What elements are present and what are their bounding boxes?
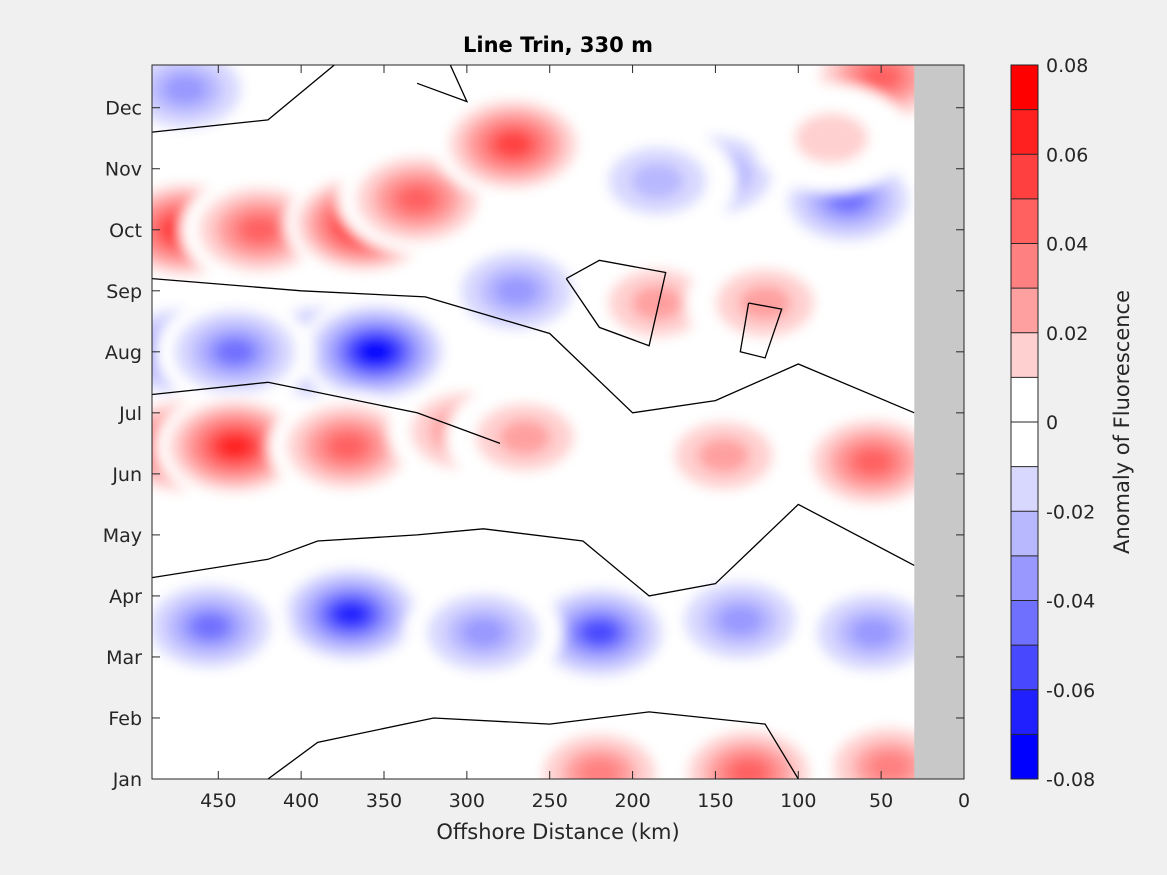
colorbar-swatch bbox=[1011, 198, 1038, 244]
colorbar-tick-label: 0.06 bbox=[1046, 144, 1088, 166]
colorbar-tick-label: -0.04 bbox=[1046, 591, 1095, 613]
colorbar-frame bbox=[1010, 64, 1039, 780]
y-tick-label: Feb bbox=[108, 708, 142, 730]
contour-blob-19-6 bbox=[582, 621, 617, 644]
colorbar-tick-label: -0.08 bbox=[1046, 769, 1095, 791]
zero-contour-3 bbox=[152, 503, 915, 597]
y-tick-label: Nov bbox=[105, 159, 142, 181]
colorbar-tick-label: 0.02 bbox=[1046, 323, 1088, 345]
x-tick-label: 200 bbox=[614, 790, 650, 812]
x-tick-label: 350 bbox=[366, 790, 402, 812]
colorbar-swatch bbox=[1011, 377, 1038, 422]
contour-blob-28-5 bbox=[862, 65, 900, 90]
zero-contour-6 bbox=[416, 65, 469, 103]
contour-blob-11-7 bbox=[218, 436, 251, 457]
zero-contour-1 bbox=[152, 277, 915, 414]
x-tick-label: 100 bbox=[780, 790, 816, 812]
y-tick-label: Jan bbox=[112, 769, 142, 791]
plot-area bbox=[151, 64, 965, 780]
colorbar-swatch bbox=[1011, 154, 1038, 199]
x-tick-label: 450 bbox=[200, 790, 236, 812]
colorbar-tick-label: 0.04 bbox=[1046, 234, 1088, 256]
contour-fill-group bbox=[152, 65, 964, 779]
contour-blob-27-3 bbox=[631, 285, 684, 321]
contour-blob-26-3 bbox=[631, 163, 684, 199]
x-tick-label: 250 bbox=[532, 790, 568, 812]
zero-contour-7 bbox=[739, 302, 783, 359]
y-tick-label: Dec bbox=[105, 98, 142, 120]
contour-blob-15-5 bbox=[854, 449, 892, 475]
zero-contour-4 bbox=[267, 711, 799, 779]
x-tick-label: 150 bbox=[697, 790, 733, 812]
contour-blob-24-5 bbox=[829, 186, 867, 212]
y-axis: Jan Feb Mar Apr May Jun Jul Aug Sep Oct Nov Dec bbox=[103, 98, 964, 791]
chart-title: Line Trin, 330 m bbox=[463, 33, 653, 57]
contour-blob-20-4 bbox=[462, 618, 505, 647]
x-tick-label: 0 bbox=[958, 790, 970, 812]
zero-contour-lines bbox=[152, 65, 915, 779]
x-tick-label: 50 bbox=[869, 790, 893, 812]
x-axis: 450 400 350 300 250 200 150 100 50 0 bbox=[200, 65, 970, 812]
contour-blob-6-8 bbox=[360, 342, 391, 362]
colorbar-tick-label: -0.06 bbox=[1046, 680, 1095, 702]
colorbar-swatch bbox=[1011, 555, 1038, 601]
contour-blob-8-5 bbox=[216, 339, 254, 365]
x-axis-label: Offshore Distance (km) bbox=[436, 820, 679, 844]
colorbar-swatch bbox=[1011, 422, 1038, 467]
colorbar-swatch bbox=[1011, 288, 1038, 333]
contour-blob-17-7 bbox=[334, 603, 367, 625]
zero-contour-0 bbox=[152, 65, 335, 133]
zero-contour-2 bbox=[152, 381, 501, 445]
colorbar: 0.08 0.06 0.04 0.02 0 -0.02 -0.04 -0.06 -0.08 bbox=[1010, 55, 1095, 791]
colorbar-tick-label: 0 bbox=[1046, 412, 1058, 434]
colorbar-tick-label: 0.08 bbox=[1046, 55, 1088, 77]
colorbar-swatch bbox=[1011, 466, 1038, 512]
colorbar-swatch bbox=[1011, 243, 1038, 289]
contour-blob-1-5 bbox=[241, 217, 279, 243]
contour-blob-9-4 bbox=[495, 276, 538, 305]
colorbar-swatch bbox=[1011, 689, 1038, 735]
contour-blob-14-3 bbox=[499, 419, 551, 455]
y-tick-label: Jul bbox=[118, 403, 142, 425]
contour-blob-21-4 bbox=[719, 606, 762, 635]
contour-blob-29-5 bbox=[729, 760, 768, 779]
contour-blob-18-5 bbox=[191, 614, 229, 639]
contour-blob-32-2 bbox=[794, 113, 868, 164]
colorbar-swatch bbox=[1011, 109, 1038, 155]
x-tick-label: 400 bbox=[283, 790, 319, 812]
colorbar-tick-label: -0.02 bbox=[1046, 501, 1095, 523]
y-tick-label: Apr bbox=[109, 586, 142, 608]
contour-blob-23-4 bbox=[163, 75, 207, 104]
contour-fill-layer bbox=[152, 65, 964, 779]
colorbar-swatch bbox=[1011, 734, 1038, 779]
colorbar-swatch bbox=[1011, 65, 1038, 110]
colorbar-swatch bbox=[1011, 600, 1038, 646]
contour-blob-3-5 bbox=[398, 186, 436, 212]
colorbar-swatch bbox=[1011, 332, 1038, 378]
contour-blob-33-3 bbox=[739, 285, 791, 321]
y-tick-label: Sep bbox=[106, 281, 142, 303]
no-data-region bbox=[914, 65, 964, 779]
y-tick-label: Mar bbox=[106, 647, 142, 669]
y-tick-label: May bbox=[103, 525, 142, 547]
zero-contour-5 bbox=[565, 259, 667, 347]
contour-blob-4-6 bbox=[496, 133, 531, 156]
contour-blob-16-3 bbox=[697, 438, 750, 474]
contour-blob-30-4 bbox=[578, 758, 621, 779]
colorbar-swatch bbox=[1011, 645, 1038, 690]
y-tick-label: Jun bbox=[111, 464, 142, 486]
x-tick-label: 300 bbox=[449, 790, 485, 812]
contour-blob-31-4 bbox=[868, 752, 911, 779]
y-tick-label: Aug bbox=[105, 342, 142, 364]
colorbar-label: Anomaly of Fluorescence bbox=[1110, 290, 1134, 554]
plot-frame bbox=[151, 64, 965, 780]
y-tick-label: Oct bbox=[109, 220, 142, 242]
contour-blob-22-4 bbox=[851, 618, 895, 647]
colorbar-swatch bbox=[1011, 511, 1038, 556]
contour-blob-12-5 bbox=[328, 434, 367, 459]
